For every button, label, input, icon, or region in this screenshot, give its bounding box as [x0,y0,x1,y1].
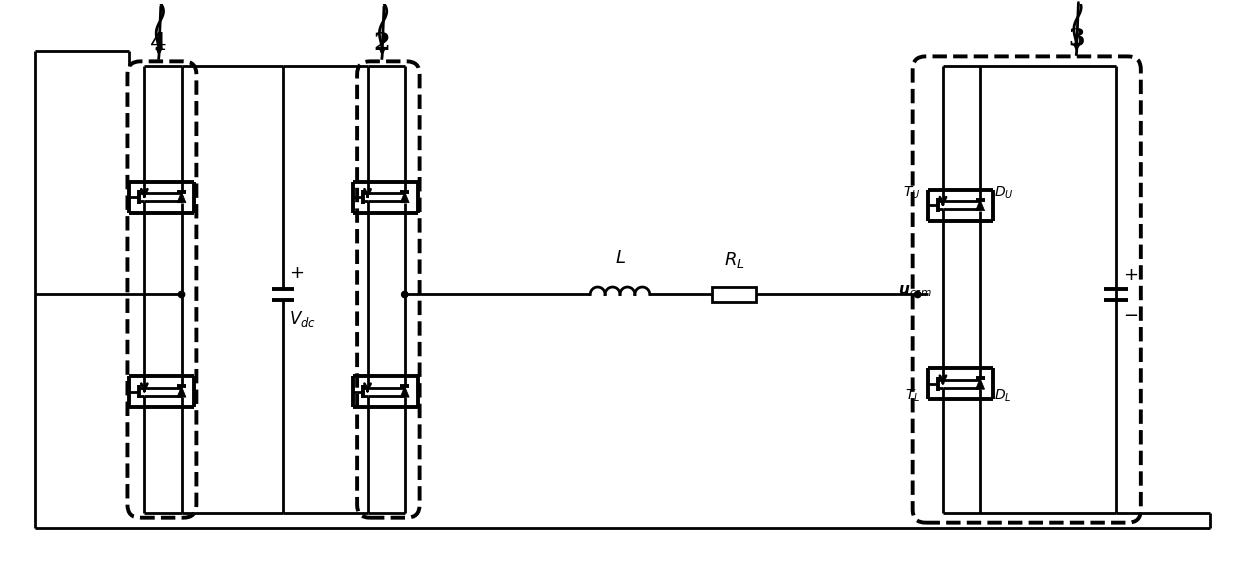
Polygon shape [976,200,985,211]
Text: $V_{dc}$: $V_{dc}$ [289,310,316,329]
Bar [712,286,756,302]
Text: −: − [1123,307,1138,325]
Text: +: + [289,264,304,282]
Text: 2: 2 [373,31,391,56]
Text: $R_L$: $R_L$ [724,250,744,270]
Circle shape [402,291,408,298]
Polygon shape [401,386,409,397]
Polygon shape [177,192,186,203]
Text: $T_L$: $T_L$ [905,387,920,404]
Text: $L$: $L$ [615,249,625,267]
Text: $\boldsymbol{u}_{csm}$: $\boldsymbol{u}_{csm}$ [899,283,932,299]
Polygon shape [401,192,409,203]
Text: $T_U$: $T_U$ [903,185,920,202]
Circle shape [179,291,185,298]
Text: +: + [1123,266,1138,283]
Text: $D_U$: $D_U$ [994,185,1013,202]
Circle shape [914,291,921,298]
Polygon shape [976,378,985,389]
Text: $D_L$: $D_L$ [994,387,1012,404]
Text: 4: 4 [150,31,167,56]
Text: 3: 3 [1068,27,1085,52]
Polygon shape [177,386,186,397]
